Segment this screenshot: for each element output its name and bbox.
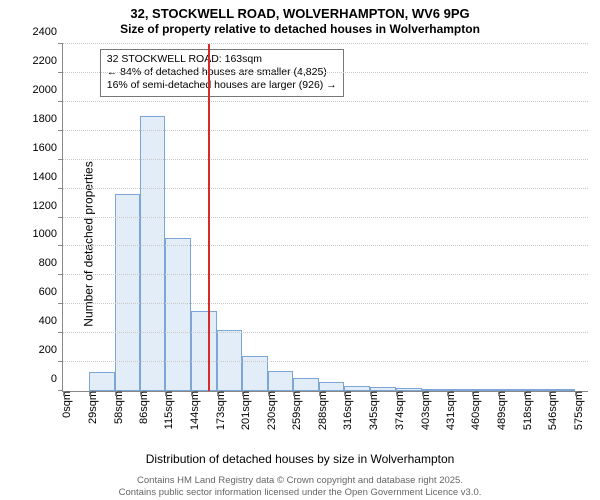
histogram-bar [140, 116, 166, 391]
xtick-label: 29sqm [85, 391, 99, 424]
ytick-mark [58, 303, 63, 304]
ytick-mark [58, 72, 63, 73]
ytick-label: 2000 [33, 84, 63, 96]
annotation-line3: 16% of semi-detached houses are larger (… [107, 79, 337, 92]
xtick-label: 201sqm [238, 391, 252, 430]
ytick-label: 2200 [33, 55, 63, 67]
gridline [63, 43, 588, 44]
ytick-mark [58, 217, 63, 218]
xtick-label: 144sqm [187, 391, 201, 430]
ytick-mark [58, 361, 63, 362]
ytick-label: 800 [39, 257, 63, 269]
gridline [63, 245, 588, 246]
ytick-mark [58, 274, 63, 275]
histogram-bar [191, 311, 217, 391]
gridline [63, 72, 588, 73]
xtick-label: 345sqm [366, 391, 380, 430]
histogram-bar [319, 382, 344, 391]
ytick-mark [58, 159, 63, 160]
ytick-label: 600 [39, 286, 63, 298]
xtick-label: 316sqm [340, 391, 354, 430]
xtick-label: 0sqm [59, 391, 73, 418]
credits-line2: Contains public sector information licen… [0, 487, 600, 498]
xtick-label: 115sqm [161, 391, 175, 429]
ytick-label: 1800 [33, 113, 63, 125]
xtick-label: 374sqm [392, 391, 406, 430]
chart-title-main: 32, STOCKWELL ROAD, WOLVERHAMPTON, WV6 9… [0, 6, 600, 22]
gridline [63, 101, 588, 102]
histogram-bar [268, 371, 294, 391]
xtick-label: 431sqm [443, 391, 457, 430]
ytick-mark [58, 332, 63, 333]
ytick-label: 400 [39, 315, 63, 327]
xtick-label: 489sqm [494, 391, 508, 430]
ytick-mark [58, 130, 63, 131]
ytick-mark [58, 43, 63, 44]
x-axis-label: Distribution of detached houses by size … [0, 452, 600, 466]
xtick-label: 575sqm [571, 391, 585, 430]
gridline [63, 130, 588, 131]
plot-area: 32 STOCKWELL ROAD: 163sqm ← 84% of detac… [62, 44, 588, 392]
xtick-label: 86sqm [136, 391, 150, 424]
ytick-label: 1200 [33, 200, 63, 212]
xtick-label: 546sqm [545, 391, 559, 430]
chart-title-sub: Size of property relative to detached ho… [0, 22, 600, 37]
credits-block: Contains HM Land Registry data © Crown c… [0, 475, 600, 498]
gridline [63, 188, 588, 189]
ytick-label: 1600 [33, 142, 63, 154]
xtick-label: 259sqm [289, 391, 303, 430]
xtick-label: 230sqm [264, 391, 278, 430]
ytick-label: 2400 [33, 26, 63, 38]
ytick-mark [58, 245, 63, 246]
chart-title-block: 32, STOCKWELL ROAD, WOLVERHAMPTON, WV6 9… [0, 0, 600, 37]
gridline [63, 274, 588, 275]
xtick-label: 403sqm [418, 391, 432, 430]
histogram-bar [293, 378, 319, 391]
annotation-line1: 32 STOCKWELL ROAD: 163sqm [107, 53, 337, 66]
ytick-mark [58, 188, 63, 189]
xtick-label: 58sqm [111, 391, 125, 424]
gridline [63, 361, 588, 362]
xtick-label: 460sqm [468, 391, 482, 430]
ytick-label: 1400 [33, 171, 63, 183]
histogram-bar [165, 238, 191, 391]
gridline [63, 332, 588, 333]
xtick-label: 173sqm [213, 391, 227, 430]
chart-area: Number of detached properties 32 STOCKWE… [0, 44, 600, 444]
gridline [63, 159, 588, 160]
ytick-label: 200 [39, 344, 63, 356]
ytick-mark [58, 101, 63, 102]
ytick-label: 1000 [33, 228, 63, 240]
reference-line [208, 44, 210, 391]
gridline [63, 303, 588, 304]
credits-line1: Contains HM Land Registry data © Crown c… [0, 475, 600, 486]
histogram-bar [89, 372, 115, 391]
ytick-label: 0 [51, 373, 63, 385]
gridline [63, 217, 588, 218]
xtick-label: 518sqm [520, 391, 534, 430]
xtick-label: 288sqm [315, 391, 329, 430]
